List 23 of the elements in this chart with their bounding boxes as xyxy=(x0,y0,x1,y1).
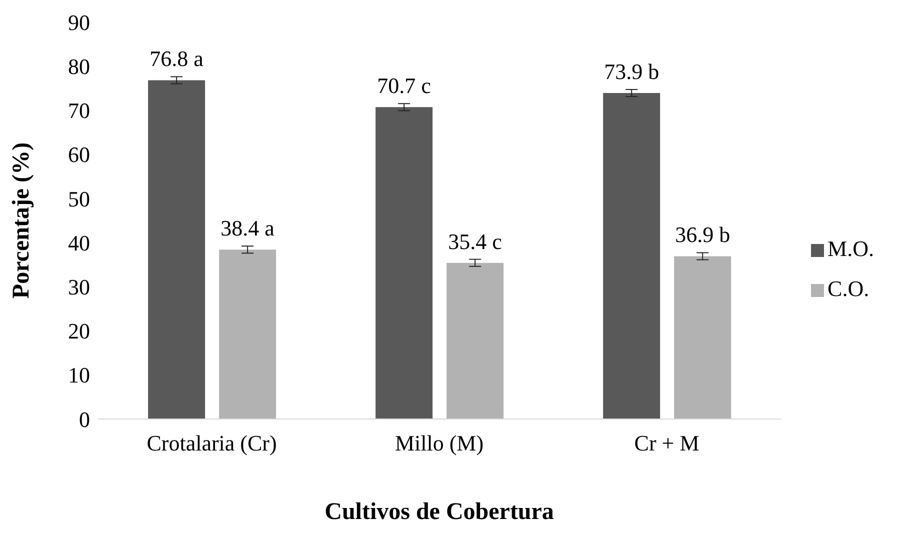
data-label: 73.9 b xyxy=(604,59,660,84)
y-tick-label: 70 xyxy=(68,98,90,124)
x-tick-label: Millo (M) xyxy=(394,430,484,456)
y-tick-label: 40 xyxy=(68,230,90,256)
x-tick-label: Crotalaria (Cr) xyxy=(146,430,277,456)
legend-label: C.O. xyxy=(828,276,870,300)
y-tick-label: 20 xyxy=(68,318,90,344)
y-tick-label: 0 xyxy=(79,406,90,432)
x-tick-label: Cr + M xyxy=(634,430,700,456)
data-label: 70.7 c xyxy=(377,73,432,98)
y-axis-title: Porcentaje (%) xyxy=(8,142,35,299)
data-label: 38.4 a xyxy=(220,216,275,241)
y-tick-label: 60 xyxy=(68,142,90,168)
data-label: 76.8 a xyxy=(150,46,204,72)
data-label: 36.9 b xyxy=(675,222,730,248)
y-tick-label: 90 xyxy=(68,10,90,35)
y-tick-label: 50 xyxy=(68,186,90,212)
y-tick-label: 30 xyxy=(68,274,90,300)
legend-label: M.O. xyxy=(828,236,874,260)
x-axis-title: Cultivos de Cobertura xyxy=(324,499,554,525)
data-label: 35.4 c xyxy=(448,228,502,254)
y-tick-label: 80 xyxy=(68,54,90,79)
y-tick-label: 10 xyxy=(68,362,90,388)
